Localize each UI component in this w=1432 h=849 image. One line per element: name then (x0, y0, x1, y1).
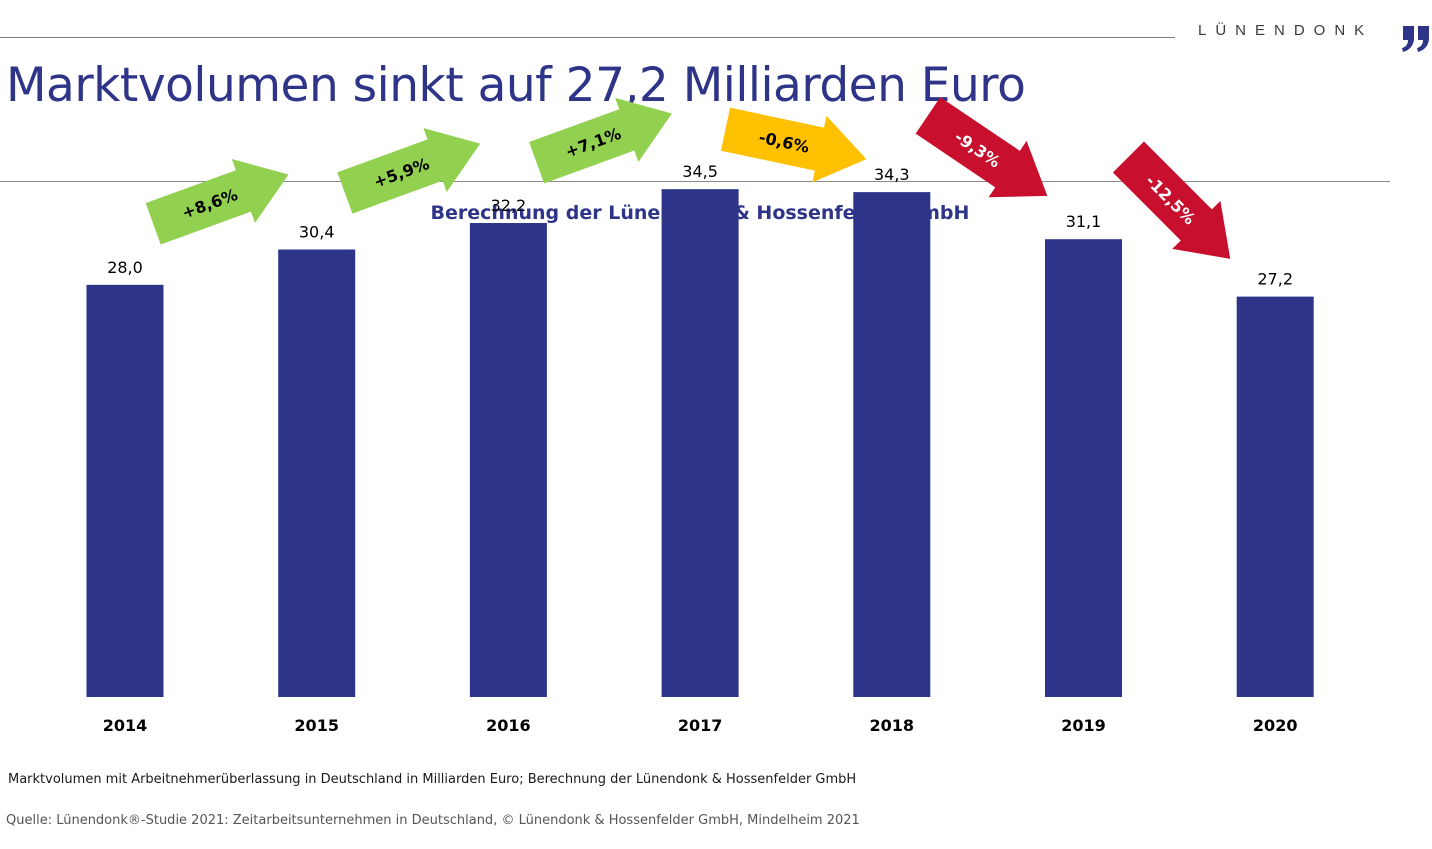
bar-2016 (469, 223, 547, 698)
change-arrow-2017-2018: -0,6% (720, 107, 867, 183)
x-tick-2020: 2020 (1253, 716, 1298, 735)
bar-2017 (661, 189, 739, 697)
x-tick-2016: 2016 (486, 716, 531, 735)
arrow-shape (529, 97, 672, 184)
data-label-2017: 34,5 (682, 162, 718, 181)
brand-wordmark: LÜNENDONK (1198, 22, 1374, 39)
x-tick-2018: 2018 (870, 716, 915, 735)
bar-2015 (278, 249, 356, 697)
arrow-shape (915, 97, 1048, 198)
change-arrow-2018-2019: -9,3% (915, 97, 1048, 198)
bar-2014 (86, 284, 164, 697)
data-label-2015: 30,4 (299, 223, 335, 242)
change-arrow-2014-2015: +8,6% (145, 159, 289, 245)
arrow-shape (337, 128, 481, 214)
data-label-2014: 28,0 (107, 258, 143, 277)
change-arrow-2016-2017: +7,1% (529, 97, 672, 184)
chart-caption: Marktvolumen mit Arbeitnehmerüberlassung… (8, 772, 857, 787)
change-arrow-2015-2016: +5,9% (337, 128, 481, 214)
market-volume-bar-chart: Berechnung der Lünendonk & Hossenfelder … (86, 97, 1314, 735)
x-tick-2014: 2014 (103, 716, 148, 735)
header-divider (0, 37, 1175, 38)
page-title: Marktvolumen sinkt auf 27,2 Milliarden E… (6, 58, 1026, 113)
data-label-2019: 31,1 (1066, 212, 1102, 231)
arrow-shape (1112, 141, 1231, 259)
bar-2018 (853, 192, 931, 697)
x-tick-2015: 2015 (294, 716, 339, 735)
data-label-2016: 32,2 (491, 196, 527, 215)
x-tick-2017: 2017 (678, 716, 723, 735)
bar-2019 (1045, 239, 1122, 697)
arrow-shape (720, 107, 867, 183)
bar-2020 (1236, 296, 1314, 697)
source-note: Quelle: Lünendonk®-Studie 2021: Zeitarbe… (6, 813, 860, 828)
arrow-shape (145, 159, 289, 245)
x-tick-2019: 2019 (1061, 716, 1106, 735)
data-label-2020: 27,2 (1257, 270, 1293, 289)
data-label-2018: 34,3 (874, 165, 910, 184)
title-divider (0, 181, 1390, 182)
change-arrow-2019-2020: -12,5% (1112, 141, 1231, 259)
quote-mark-logo-icon (1402, 26, 1429, 52)
